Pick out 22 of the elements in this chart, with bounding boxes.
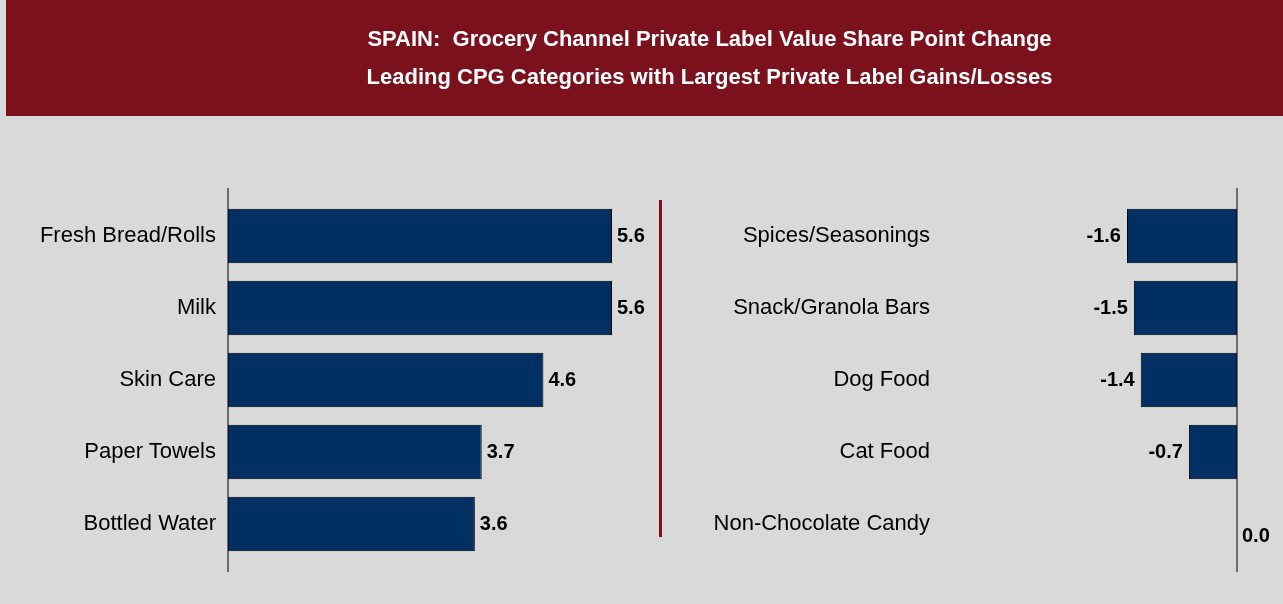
y-tick-label: Snack/Granola Bars: [733, 294, 930, 320]
data-label: 4.6: [548, 367, 577, 390]
text: Leading CPG Categories with Largest Private Label Gains/Losses: [365, 63, 1054, 91]
data-label: -1.5: [1093, 295, 1128, 318]
y-tick-label: Fresh Bread/Rolls: [39, 222, 216, 248]
text: SPAIN: Grocery Channel Private Label Value Share Point Change: [366, 25, 1053, 53]
data-label: -0.7: [1148, 439, 1183, 462]
data-label: -1.4: [1100, 367, 1136, 390]
y-tick-label: Paper Towels: [84, 438, 216, 464]
y-tick-label: Bottled Water: [83, 510, 216, 536]
data-label: 3.7: [486, 439, 515, 462]
data-label: 5.6: [617, 295, 645, 318]
data-label: -1.6: [1086, 223, 1121, 246]
y-tick-label: Cat Food: [839, 438, 930, 464]
data-label: 3.6: [479, 511, 508, 534]
y-tick-label: Dog Food: [833, 366, 930, 392]
y-tick-label: Non-Chocolate Candy: [713, 510, 930, 536]
data-label: 0.0: [1242, 523, 1270, 546]
y-tick-label: Skin Care: [119, 366, 216, 392]
y-tick-label: Spices/Seasonings: [742, 222, 930, 248]
data-label: 5.6: [617, 223, 645, 246]
y-tick-label: Milk: [176, 294, 217, 320]
